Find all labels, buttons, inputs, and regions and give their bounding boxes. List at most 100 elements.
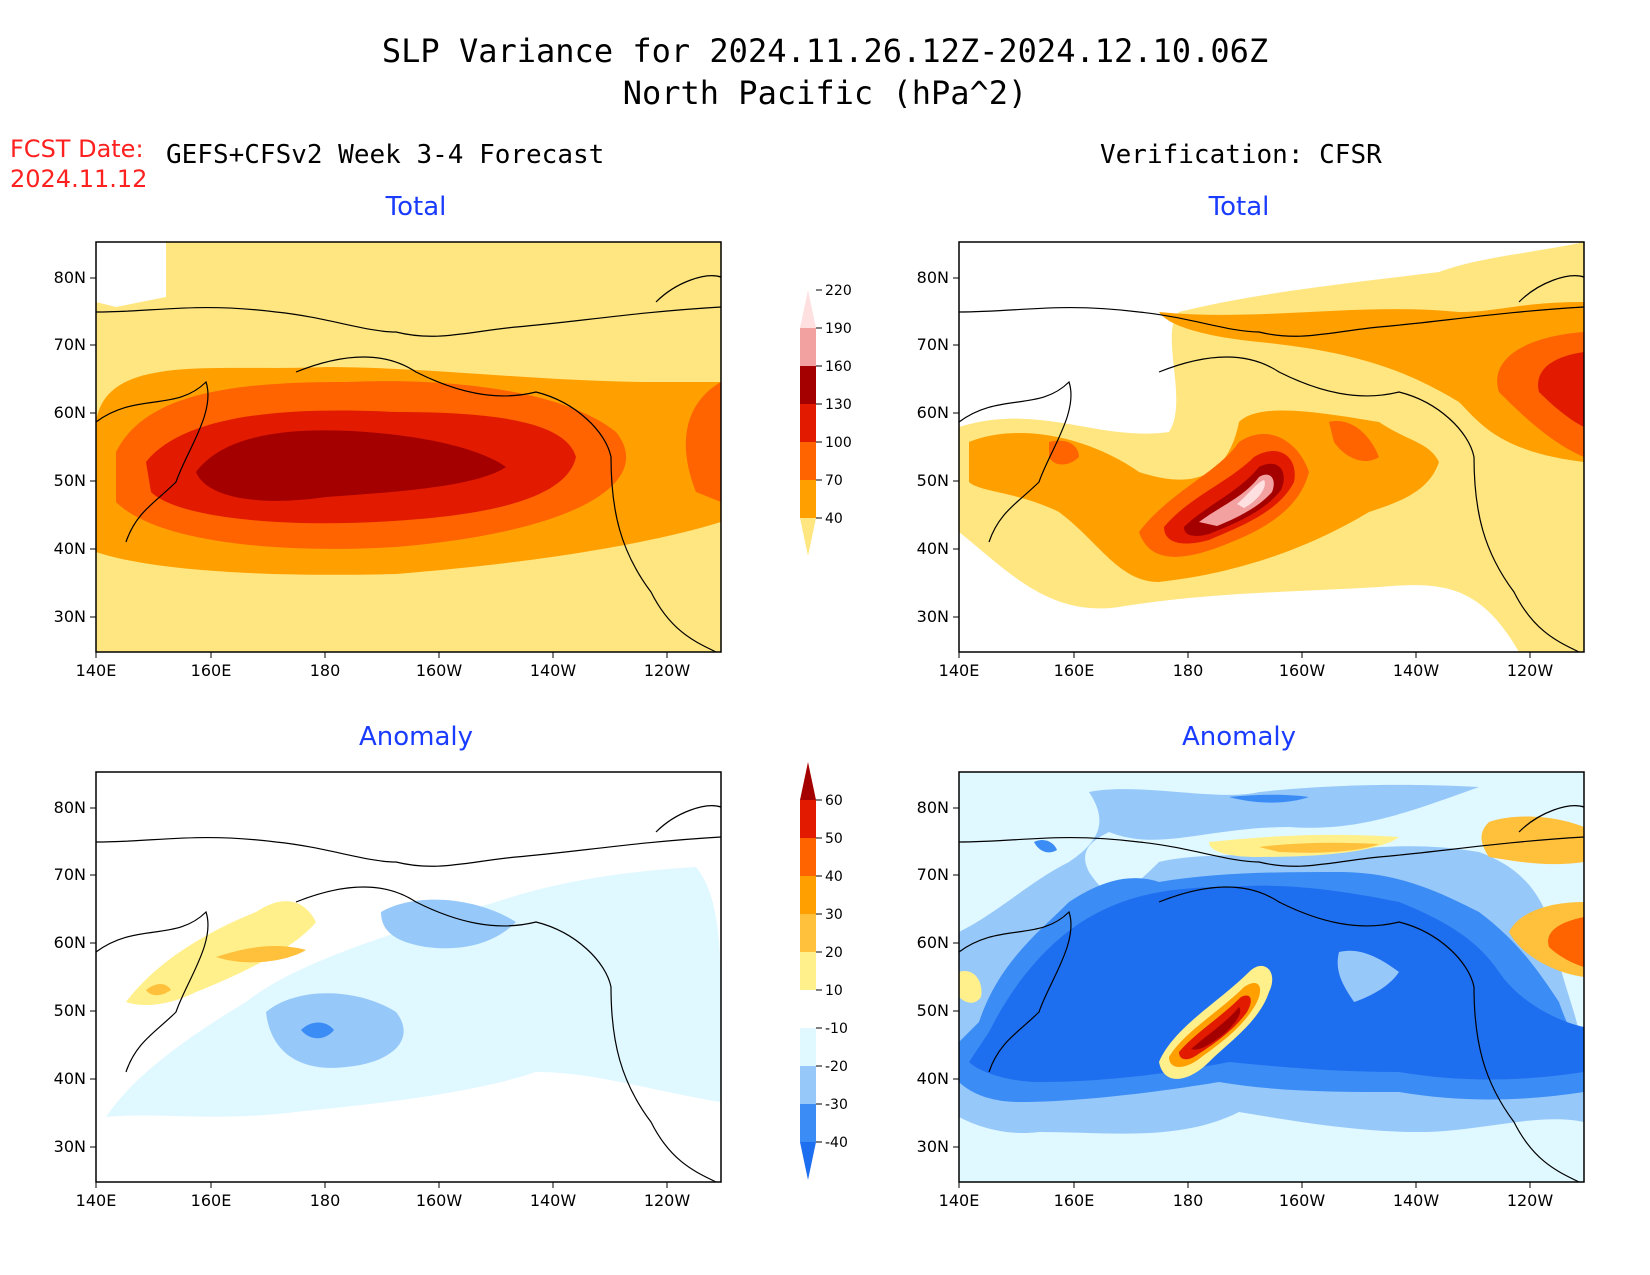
svg-text:180: 180 bbox=[310, 1191, 341, 1210]
svg-text:30N: 30N bbox=[917, 607, 949, 626]
field-anom-neg20-north bbox=[381, 899, 516, 949]
svg-text:140E: 140E bbox=[76, 661, 117, 680]
field-anom-neg20-pocket bbox=[1337, 950, 1399, 1002]
svg-text:60N: 60N bbox=[917, 403, 949, 422]
field-anom-neg30-north bbox=[1229, 794, 1309, 803]
panel-title-fcst-anomaly: Anomaly bbox=[358, 722, 474, 752]
field-total-160 bbox=[196, 430, 506, 501]
colorbar-swatch bbox=[800, 290, 816, 328]
coastline-asia bbox=[95, 380, 209, 543]
colorbar-anomaly: -40 -30 -20 -10 10 20 30 40 50 60 bbox=[800, 762, 848, 1180]
lat-axis: 80N 70N 60N 50N 40N 30N bbox=[917, 268, 949, 626]
colorbar-label: 160 bbox=[825, 359, 852, 375]
field-anom-pos10 bbox=[126, 901, 316, 1005]
svg-text:160W: 160W bbox=[416, 1191, 463, 1210]
main-title: SLP Variance for 2024.11.26.12Z-2024.12.… bbox=[381, 32, 1269, 70]
field-anom-pos20 bbox=[216, 946, 306, 963]
field-total-220 bbox=[1237, 480, 1265, 508]
svg-text:50N: 50N bbox=[54, 1001, 86, 1020]
svg-text:120W: 120W bbox=[644, 661, 691, 680]
colorbar-label: -40 bbox=[825, 1135, 848, 1151]
svg-text:40N: 40N bbox=[54, 539, 86, 558]
coastline-arctic bbox=[95, 306, 722, 337]
colorbar-swatch bbox=[800, 1066, 816, 1104]
svg-text:60N: 60N bbox=[917, 933, 949, 952]
svg-text:180: 180 bbox=[310, 661, 341, 680]
colorbar-swatch bbox=[800, 762, 816, 800]
svg-text:70N: 70N bbox=[917, 865, 949, 884]
svg-text:140E: 140E bbox=[939, 1191, 980, 1210]
svg-text:140W: 140W bbox=[530, 661, 577, 680]
colorbar-total: 40 70 100 130 160 190 220 bbox=[800, 283, 852, 556]
svg-text:120W: 120W bbox=[644, 1191, 691, 1210]
svg-text:30N: 30N bbox=[54, 607, 86, 626]
coastline-canada-islands bbox=[655, 805, 722, 833]
colorbar-label: 50 bbox=[825, 831, 843, 847]
lon-axis: 140E 160E 180 160W 140W 120W bbox=[76, 661, 691, 680]
svg-text:30N: 30N bbox=[917, 1137, 949, 1156]
field-total-100-east bbox=[685, 382, 721, 502]
map-frame bbox=[958, 771, 1585, 1183]
svg-text:140W: 140W bbox=[1393, 1191, 1440, 1210]
coastline-alaska-na bbox=[1158, 356, 1580, 653]
coastline-alaska-na bbox=[295, 886, 717, 1183]
verification-column-title: Verification: CFSR bbox=[1100, 140, 1382, 170]
main-subtitle: North Pacific (hPa^2) bbox=[622, 74, 1028, 112]
coastline-arctic bbox=[95, 836, 722, 867]
svg-text:80N: 80N bbox=[917, 798, 949, 817]
svg-text:60N: 60N bbox=[54, 933, 86, 952]
svg-text:80N: 80N bbox=[917, 268, 949, 287]
field-anom-neg30-nw bbox=[1034, 839, 1057, 853]
svg-text:120W: 120W bbox=[1507, 661, 1554, 680]
lon-axis: 140E 160E 180 160W 140W 120W bbox=[939, 1191, 1554, 1210]
colorbar-label: 130 bbox=[825, 397, 852, 413]
svg-text:50N: 50N bbox=[917, 471, 949, 490]
map-forecast-anomaly: 80N 70N 60N 50N 40N 30N 140E 160E 180 16… bbox=[54, 771, 722, 1210]
colorbar-label: -30 bbox=[825, 1097, 848, 1113]
colorbar-label: 30 bbox=[825, 907, 843, 923]
field-total-100-west bbox=[1049, 440, 1079, 465]
panel-title-verif-anomaly: Anomaly bbox=[1181, 722, 1297, 752]
svg-text:50N: 50N bbox=[54, 471, 86, 490]
colorbar-label: 220 bbox=[825, 283, 852, 299]
lat-axis: 80N 70N 60N 50N 40N 30N bbox=[54, 798, 86, 1156]
fcst-date-label: FCST Date: bbox=[10, 135, 144, 163]
coastline-arctic bbox=[958, 836, 1585, 867]
svg-text:160E: 160E bbox=[191, 661, 232, 680]
svg-text:80N: 80N bbox=[54, 798, 86, 817]
svg-text:140E: 140E bbox=[939, 661, 980, 680]
field-anom-pos50 bbox=[1179, 995, 1251, 1060]
map-frame bbox=[95, 241, 722, 653]
coastline-canada-islands bbox=[1518, 805, 1585, 833]
colorbar-label: 10 bbox=[825, 983, 843, 999]
forecast-column-title: GEFS+CFSv2 Week 3-4 Forecast bbox=[166, 140, 605, 170]
colorbar-swatch bbox=[800, 442, 816, 480]
colorbar-label: 40 bbox=[825, 511, 843, 527]
field-total-130-east bbox=[1538, 352, 1584, 427]
coastline-asia bbox=[958, 910, 1072, 1073]
svg-text:180: 180 bbox=[1173, 1191, 1204, 1210]
colorbar-label: 190 bbox=[825, 321, 852, 337]
field-below-40 bbox=[96, 242, 166, 307]
panel-title-verif-total: Total bbox=[1208, 192, 1270, 222]
colorbar-label: -20 bbox=[825, 1059, 848, 1075]
map-frame bbox=[95, 771, 722, 1183]
field-total-100-small bbox=[1329, 421, 1379, 462]
colorbar-swatch bbox=[800, 914, 816, 952]
svg-text:160E: 160E bbox=[1054, 1191, 1095, 1210]
colorbar-label: 100 bbox=[825, 435, 852, 451]
lat-axis: 80N 70N 60N 50N 40N 30N bbox=[917, 798, 949, 1156]
colorbar-swatch bbox=[800, 952, 816, 990]
coastline-canada-islands bbox=[1518, 275, 1585, 303]
svg-text:160E: 160E bbox=[191, 1191, 232, 1210]
coastline-canada-islands bbox=[655, 275, 722, 303]
colorbar-swatch bbox=[800, 480, 816, 518]
svg-text:160W: 160W bbox=[416, 661, 463, 680]
colorbar-swatch bbox=[800, 328, 816, 366]
colorbar-swatch bbox=[800, 876, 816, 914]
field-anom-pos20-small bbox=[146, 984, 171, 996]
svg-text:40N: 40N bbox=[54, 1069, 86, 1088]
field-total-70-north bbox=[1159, 302, 1584, 462]
colorbar-swatch bbox=[800, 838, 816, 876]
colorbar-label: 60 bbox=[825, 793, 843, 809]
